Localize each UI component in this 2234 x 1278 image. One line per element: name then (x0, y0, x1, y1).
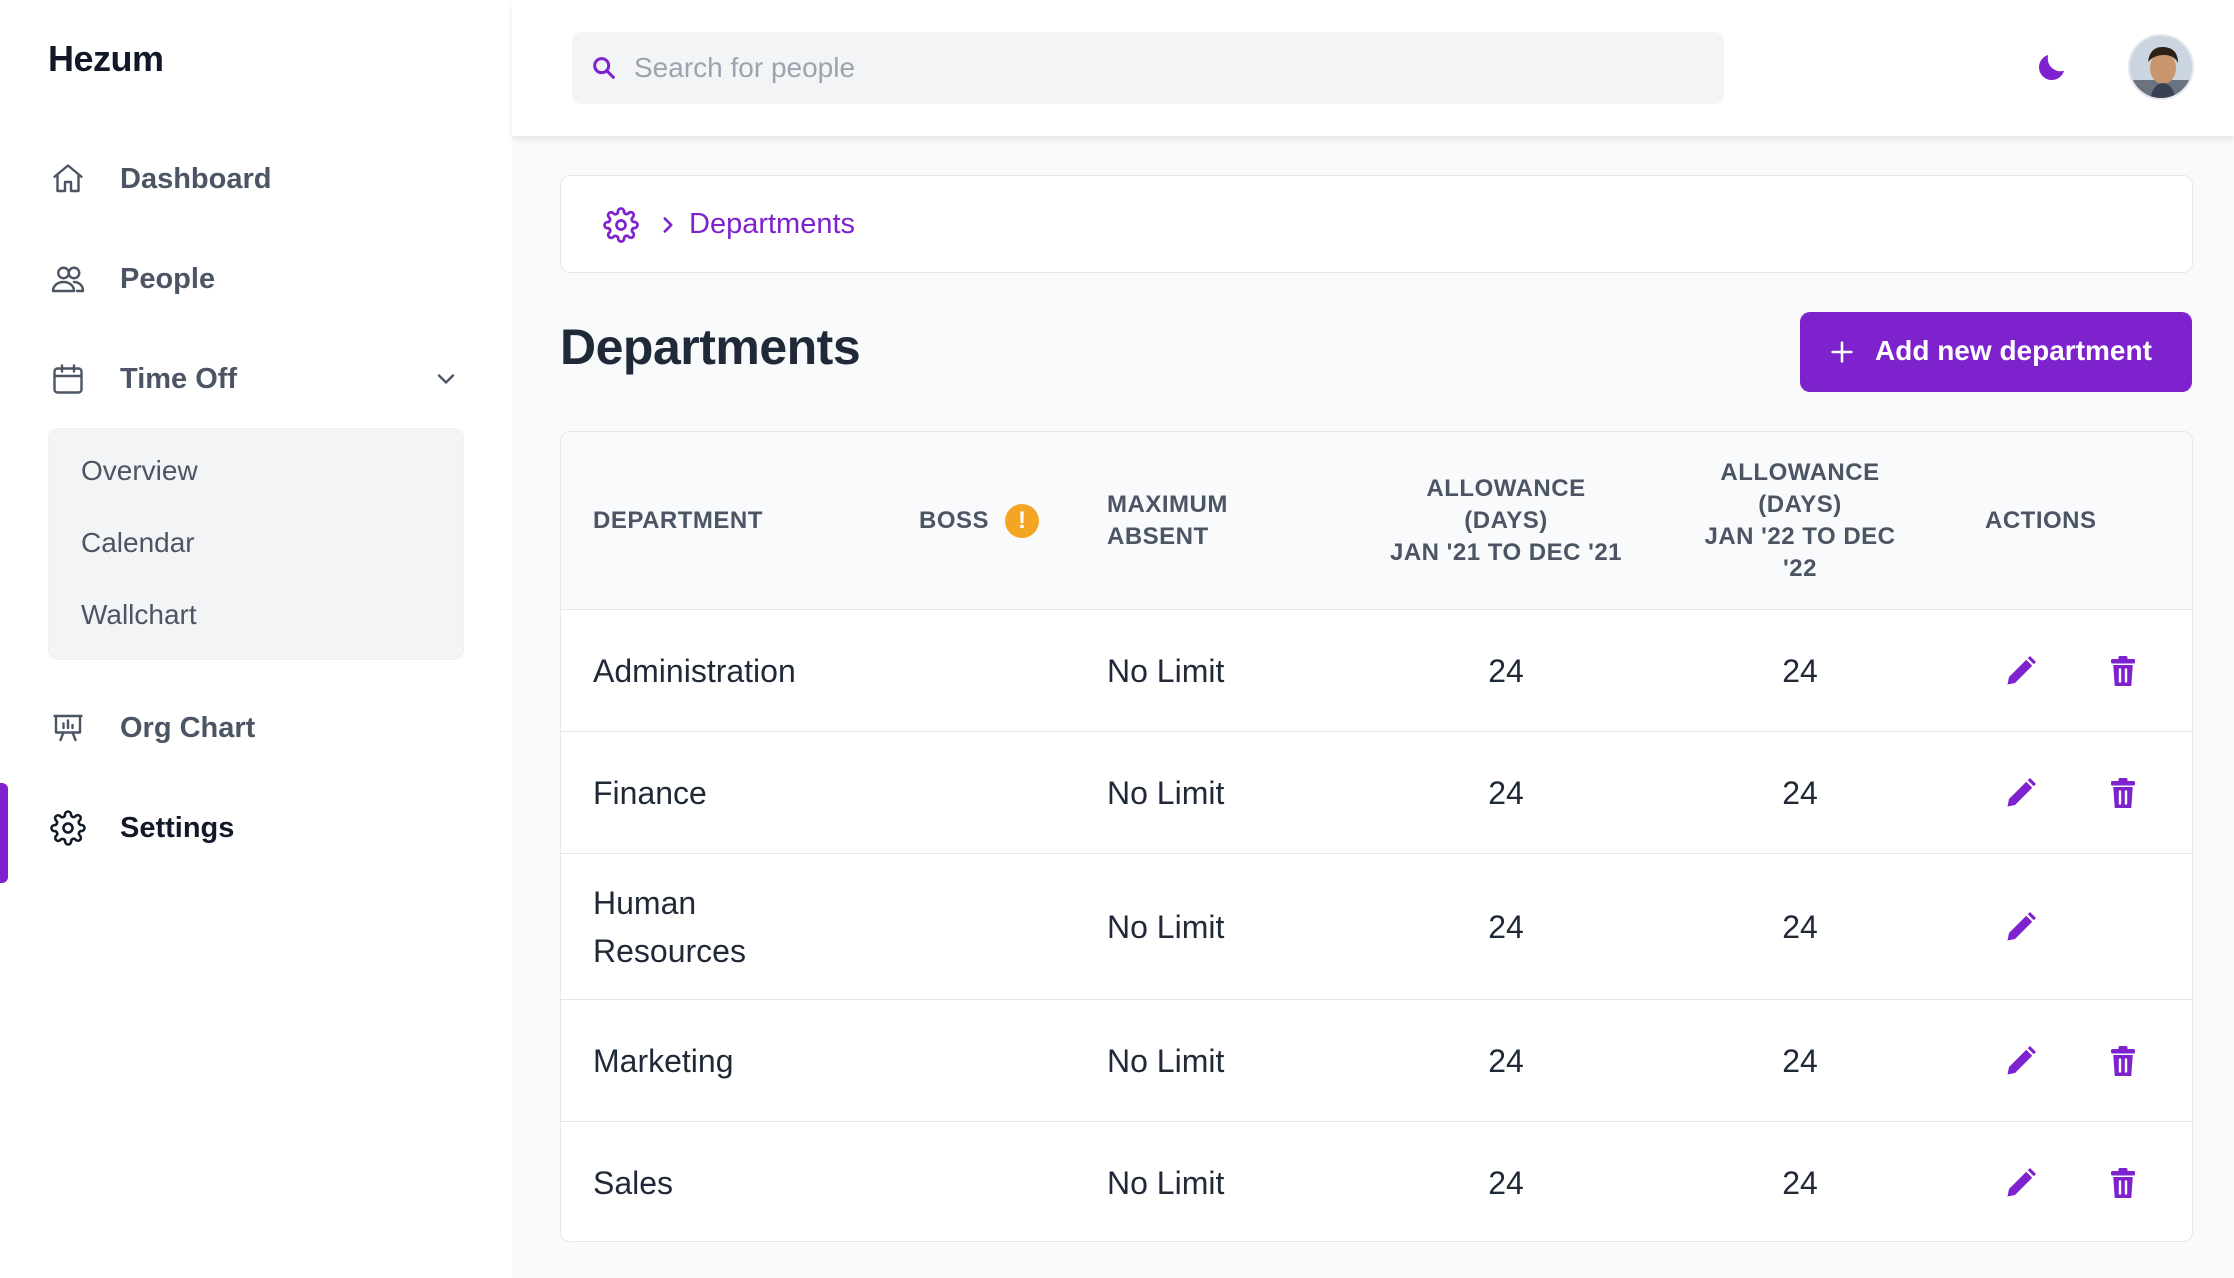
calendar-icon (50, 361, 86, 397)
submenu-item-calendar[interactable]: Calendar (81, 527, 195, 558)
sidebar-item-label: Dashboard (120, 162, 272, 195)
col-header-boss: BOSS (919, 507, 990, 534)
people-icon (50, 261, 86, 297)
sidebar-item-label: Org Chart (120, 711, 256, 744)
departments-table: DEPARTMENT BOSS ! MAXIMUM ABSENT ALLOWAN… (560, 431, 2193, 1242)
add-department-label: Add new department (1875, 335, 2152, 366)
col-header-department: DEPARTMENT (593, 507, 763, 534)
max-absent-cell: No Limit (1107, 1165, 1225, 1201)
col-header-actions: ACTIONS (1985, 507, 2097, 534)
allowance-22-cell: 24 (1782, 1165, 1818, 1201)
gear-icon[interactable] (603, 207, 639, 243)
warning-icon[interactable]: ! (1005, 504, 1039, 538)
plus-icon (1831, 341, 1853, 363)
presentation-chart-icon (50, 710, 86, 746)
sidebar: Hezum Dashboard People Time Off Overview… (0, 0, 512, 1278)
allowance-21-cell: 24 (1488, 1165, 1524, 1201)
trash-icon[interactable] (2105, 775, 2141, 811)
gear-icon (50, 810, 86, 846)
table-header: DEPARTMENT BOSS ! MAXIMUM ABSENT ALLOWAN… (561, 432, 2192, 610)
time-off-submenu: Overview Calendar Wallchart (48, 428, 464, 660)
search-input[interactable] (634, 32, 1694, 104)
top-bar (512, 0, 2234, 136)
submenu-item-overview[interactable]: Overview (81, 455, 198, 486)
max-absent-cell: No Limit (1107, 653, 1225, 689)
sidebar-item-dashboard[interactable]: Dashboard (0, 129, 512, 229)
trash-icon[interactable] (2105, 1165, 2141, 1201)
max-absent-cell: No Limit (1107, 909, 1225, 945)
department-name: Human Resources (593, 885, 746, 969)
table-row: Sales No Limit 24 24 (561, 1122, 2192, 1241)
sidebar-item-settings[interactable]: Settings (0, 778, 512, 878)
col-header-allowance-21: ALLOWANCE (DAYS) JAN '21 TO DEC '21 (1389, 475, 1623, 566)
edit-icon[interactable] (2003, 653, 2039, 689)
chevron-right-icon (663, 217, 673, 233)
allowance-22-cell: 24 (1782, 775, 1818, 811)
sidebar-item-org-chart[interactable]: Org Chart (0, 678, 512, 778)
max-absent-cell: No Limit (1107, 775, 1225, 811)
trash-icon[interactable] (2105, 1043, 2141, 1079)
sidebar-item-time-off[interactable]: Time Off (0, 329, 512, 429)
add-department-button[interactable]: Add new department (1800, 312, 2192, 392)
col-header-allowance-22: ALLOWANCE (DAYS) JAN '22 TO DEC '22 (1704, 459, 1896, 582)
department-name: Marketing (593, 1043, 734, 1079)
edit-icon[interactable] (2003, 1165, 2039, 1201)
sidebar-item-label: People (120, 262, 216, 295)
table-row: Administration No Limit 24 24 (561, 610, 2192, 732)
allowance-21-cell: 24 (1488, 1043, 1524, 1079)
search-bar (572, 32, 1724, 104)
sidebar-item-label: Settings (120, 811, 235, 844)
moon-icon[interactable] (2034, 49, 2070, 85)
trash-icon[interactable] (2105, 653, 2141, 689)
sidebar-item-people[interactable]: People (0, 229, 512, 329)
allowance-21-cell: 24 (1488, 653, 1524, 689)
department-name: Finance (593, 775, 707, 811)
chevron-down-icon[interactable] (432, 365, 460, 393)
breadcrumb: Departments (560, 175, 2193, 273)
department-name: Sales (593, 1165, 674, 1201)
edit-icon[interactable] (2003, 1043, 2039, 1079)
table-row: Marketing No Limit 24 24 (561, 1000, 2192, 1122)
breadcrumb-current: Departments (689, 208, 856, 240)
sidebar-item-label: Time Off (120, 362, 238, 395)
edit-icon[interactable] (2003, 775, 2039, 811)
allowance-21-cell: 24 (1488, 775, 1524, 811)
department-name: Administration (593, 653, 796, 689)
submenu-item-wallchart[interactable]: Wallchart (81, 599, 197, 630)
allowance-22-cell: 24 (1782, 909, 1818, 945)
app-logo[interactable]: Hezum (48, 38, 164, 79)
avatar[interactable] (2128, 34, 2194, 100)
max-absent-cell: No Limit (1107, 1043, 1225, 1079)
col-header-max-absent: MAXIMUM ABSENT (1107, 491, 1228, 550)
table-row: Finance No Limit 24 24 (561, 732, 2192, 854)
search-icon (593, 57, 615, 79)
table-row: Human Resources No Limit 24 24 (561, 854, 2192, 1000)
page-title: Departments (560, 319, 861, 375)
home-icon (50, 161, 86, 197)
allowance-22-cell: 24 (1782, 653, 1818, 689)
allowance-21-cell: 24 (1488, 909, 1524, 945)
edit-icon[interactable] (2003, 909, 2039, 945)
allowance-22-cell: 24 (1782, 1043, 1818, 1079)
active-indicator (0, 783, 8, 883)
